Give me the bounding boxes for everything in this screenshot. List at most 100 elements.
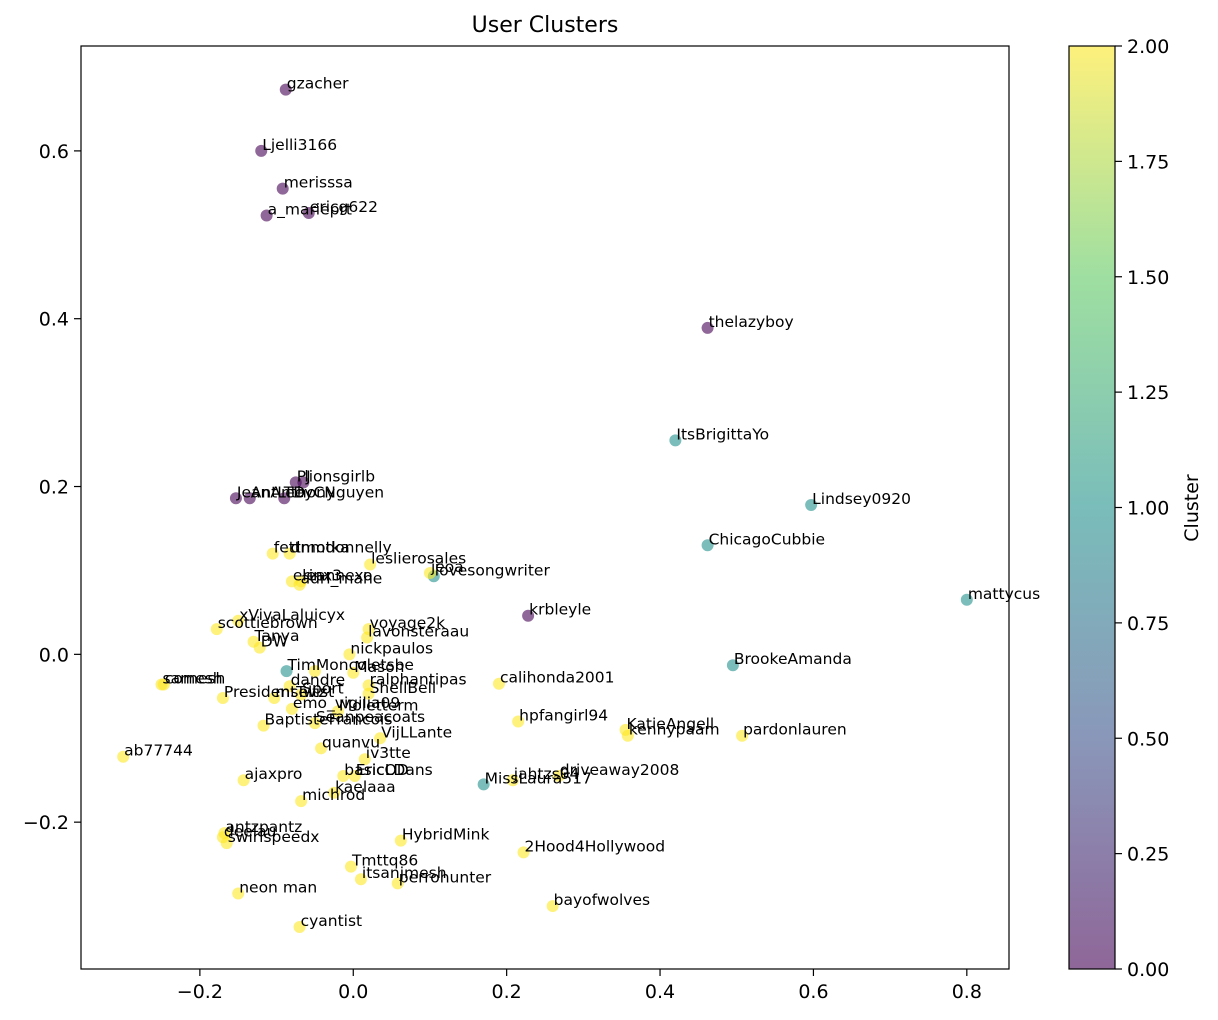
data-point [268, 691, 281, 704]
colorbar-tick-label: 0.75 [1127, 613, 1169, 635]
data-point [308, 717, 321, 730]
data-point [348, 770, 361, 783]
point-label: calihonda2001 [500, 669, 615, 687]
point-label: swirlspeedx [228, 828, 320, 846]
data-point [805, 498, 818, 511]
data-point [358, 753, 371, 766]
colorbar-label: Cluster [1181, 474, 1203, 542]
data-point [117, 750, 130, 763]
data-point [391, 877, 404, 890]
point-label: xVivaLaluicyx [239, 606, 345, 624]
data-point [295, 795, 308, 808]
data-point [522, 609, 535, 622]
data-point [257, 719, 270, 732]
point-label: ChicagoCubbie [709, 530, 825, 548]
colorbar-tick-label: 2.00 [1127, 36, 1169, 58]
point-label: samesh [163, 670, 223, 688]
point-label: Tim [287, 656, 316, 674]
point-label: antzpantz [225, 818, 302, 836]
data-point [232, 887, 245, 900]
colorbar-ticks: 0.00 0.25 0.50 0.75 1.00 1.25 1.50 1.75 2.00 [1115, 36, 1169, 981]
data-point [285, 702, 298, 715]
data-point [308, 665, 321, 678]
data-point [280, 665, 293, 678]
point-label: ItsBrigittaYo [676, 425, 769, 443]
point-label: ajaxpro [245, 765, 303, 783]
data-point [394, 834, 407, 847]
data-point [669, 434, 682, 447]
point-label: emo_vigilia09 [293, 694, 400, 713]
point-label: merisssa [284, 174, 353, 192]
point-label: bayofwolves [554, 891, 650, 909]
point-label: gzacher [287, 75, 349, 93]
point-label: michrod [302, 786, 365, 804]
data-point [157, 678, 170, 691]
data-point [546, 900, 559, 913]
point-label: jeoa [430, 558, 464, 576]
point-label: kennypaam [629, 721, 720, 739]
point-label: VijLLante [381, 723, 452, 741]
data-point [293, 578, 306, 591]
point-label: ab77744 [124, 742, 193, 760]
point-label: BrookeAmanda [734, 650, 852, 668]
data-point [361, 631, 374, 644]
point-label: Seanpeacoats [316, 708, 425, 726]
plot-frame [80, 45, 1010, 970]
data-point [736, 729, 749, 742]
point-label: kaelaaa [335, 778, 396, 796]
point-label: leannexo [302, 566, 372, 584]
point-label: HybridMink [402, 826, 490, 844]
data-point [237, 774, 250, 787]
point-label: itsanjmesh [362, 864, 447, 882]
data-point [423, 566, 436, 579]
data-point [210, 623, 223, 636]
point-label: quanvu [322, 733, 380, 751]
point-label: mseltz [275, 683, 326, 701]
data-point [243, 492, 256, 505]
data-point [295, 688, 308, 701]
colorbar-tick-label: 0.50 [1127, 728, 1169, 750]
colorbar-tick-label: 1.75 [1127, 151, 1169, 173]
data-point [621, 729, 634, 742]
point-label: dandre [291, 671, 346, 689]
point-label: cyantist [301, 912, 363, 930]
point-label: Mason [354, 658, 404, 676]
point-label: voyage2k [370, 614, 446, 632]
point-label: Sport [302, 680, 344, 698]
point-label: dnmdonnelly [291, 539, 392, 557]
point-label: BaptisteFrancois [265, 711, 393, 729]
point-label: Moletterm [339, 696, 419, 714]
point-label: comesh [165, 670, 226, 688]
y-axis: −0.2 0.0 0.2 0.4 0.6 [23, 141, 81, 834]
colorbar-tick-label: 1.00 [1127, 498, 1169, 520]
point-label: basicOD [344, 761, 408, 779]
point-label: hpfangirl94 [519, 706, 608, 724]
data-point [354, 873, 367, 886]
point-label: AntLTD [251, 483, 305, 501]
point-label: driveaway2008 [560, 761, 680, 779]
colorbar-tick-label: 1.50 [1127, 267, 1169, 289]
point-label: Tanya [254, 627, 300, 645]
x-tick-label: 0.2 [492, 981, 522, 1003]
data-point [232, 614, 245, 627]
point-label: DW [261, 633, 288, 651]
y-tick-label: 0.2 [39, 477, 69, 499]
point-label: Lindsey0920 [812, 490, 911, 508]
data-point [492, 677, 505, 690]
data-point [220, 837, 233, 850]
data-point [362, 687, 375, 700]
x-tick-label: 0.6 [798, 981, 828, 1003]
data-point [253, 641, 266, 654]
data-point [229, 492, 242, 505]
data-point [216, 691, 229, 704]
points-layer [117, 83, 973, 934]
point-label: PresidentTwist [224, 683, 334, 701]
data-point [506, 774, 519, 787]
data-point [960, 593, 973, 606]
point-label: fettmotka [274, 539, 350, 557]
data-point [517, 846, 530, 859]
data-point [331, 705, 344, 718]
data-point [344, 860, 357, 873]
x-tick-label: 0.0 [338, 981, 368, 1003]
